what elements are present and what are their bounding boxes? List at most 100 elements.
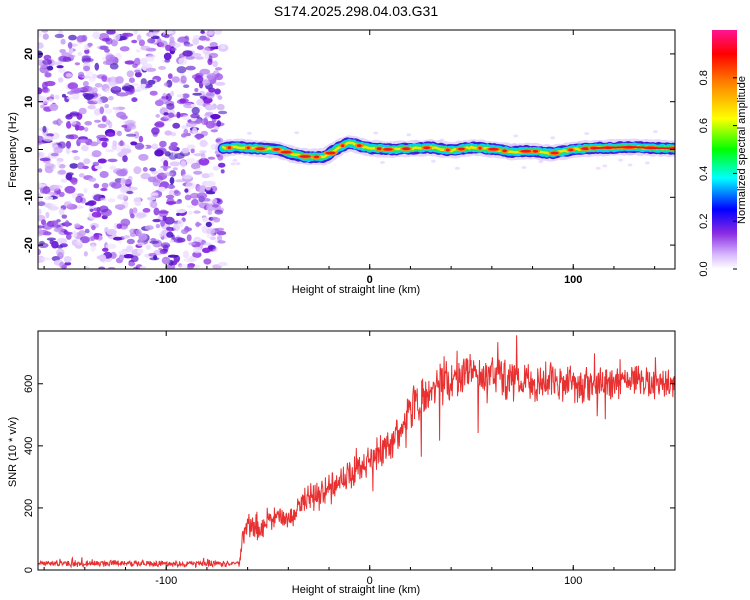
noise-blob [142,167,148,172]
noise-blob [39,187,47,194]
noise-blob [58,208,65,216]
noise-blob [105,37,113,45]
noise-blob [202,79,211,86]
noise-blob [76,35,86,43]
noise-blob [59,261,65,269]
noise-blob [78,173,85,178]
noise-blob [122,32,134,37]
noise-blob [182,250,190,259]
noise-blob [94,62,100,71]
ridge-hotspot [568,148,574,152]
noise-blob [158,232,164,238]
noise-blob [129,208,134,216]
noise-blob [38,208,42,215]
noise-blob [163,112,169,116]
noise-blob [155,114,160,118]
noise-blob [105,149,115,153]
noise-blob [57,120,63,124]
noise-blob [164,130,172,136]
noise-blob [123,179,132,185]
noise-blob [168,144,178,151]
noise-blob [122,155,128,163]
noise-blob [104,108,113,114]
noise-blob [149,167,157,172]
noise-blob [190,103,197,108]
noise-blob [122,254,134,259]
spectrogram-x-ticks: -100 0 100 [43,30,656,286]
noise-blob [44,163,55,169]
noise-blob [89,208,94,212]
noise-blob [60,38,66,45]
noise-blob [169,177,175,185]
ridge-hotspot [550,151,559,155]
noise-blob [168,189,175,197]
noise-blob [158,65,167,70]
noise-blob [163,82,169,87]
faint-blob [550,136,556,140]
noise-blob [138,153,149,161]
snr-y-tick-label: 200 [23,499,35,517]
ridge-hotspot [255,147,266,151]
noise-blob [42,59,53,65]
noise-blob [76,162,85,170]
colorbar-tick-label: 0.0 [698,261,710,276]
noise-blob [208,55,213,63]
noise-blob [214,122,225,127]
noise-blob [195,221,200,228]
noise-blob [77,52,83,56]
noise-blob [44,196,54,201]
noise-blob [48,98,54,103]
noise-blob [203,242,212,246]
snr-x-tick-label: -100 [155,575,177,587]
faint-blob [627,163,633,167]
noise-blob [72,230,78,239]
noise-blob [174,153,185,159]
noise-blob [83,251,88,257]
noise-blob [147,38,156,44]
noise-blob [151,143,159,150]
noise-blob [67,41,73,49]
noise-blob [177,37,188,43]
noise-blob [168,112,175,118]
noise-blob [220,169,225,174]
noise-blob [43,231,52,236]
faint-blob [232,158,238,162]
ridge-core [593,146,675,150]
noise-blob [203,258,212,265]
noise-blob [190,113,200,119]
noise-blob [149,90,158,96]
noise-blob [162,93,167,97]
noise-blob [205,37,210,41]
ridge-hotspot [376,147,382,151]
noise-blob [50,224,62,228]
ridge-hotspot [502,149,507,153]
noise-blob [214,81,226,86]
noise-blob [118,35,127,41]
noise-blob [64,231,73,235]
noise-blob [194,237,202,242]
noise-blob [111,86,122,91]
noise-blob [181,228,188,235]
noise-blob [67,82,79,90]
noise-blob [53,227,65,233]
noise-blob [112,106,120,111]
spectrogram-y-tick-label: 10 [23,96,35,108]
noise-blob [88,86,94,95]
noise-blob [216,103,225,111]
noise-blob [120,148,132,154]
noise-blob [116,130,122,137]
noise-blob [147,79,156,85]
noise-blob [59,49,66,54]
noise-blob [190,53,202,57]
noise-blob [182,93,190,99]
spectrogram-y-ticks: -20 -10 0 10 20 [23,48,675,253]
noise-blob [58,77,64,83]
noise-blob [56,160,62,167]
noise-blob [185,65,196,71]
noise-blob [212,204,219,208]
noise-blob [47,191,57,195]
ridge-hotspot [532,149,539,153]
noise-blob [79,236,90,244]
noise-blob [110,39,118,47]
ridge-hotspot [383,148,393,151]
